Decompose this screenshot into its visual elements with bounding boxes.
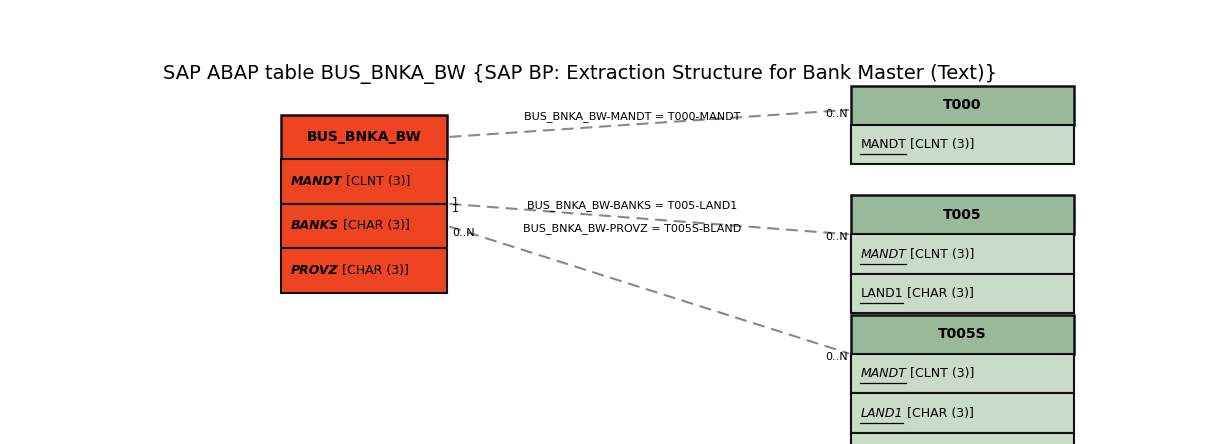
Text: MANDT: MANDT: [860, 248, 906, 261]
FancyBboxPatch shape: [282, 248, 447, 293]
Text: MANDT: MANDT: [860, 367, 906, 381]
Text: SAP ABAP table BUS_BNKA_BW {SAP BP: Extraction Structure for Bank Master (Text)}: SAP ABAP table BUS_BNKA_BW {SAP BP: Extr…: [163, 63, 997, 83]
Text: 0..N: 0..N: [452, 228, 475, 238]
FancyBboxPatch shape: [851, 125, 1074, 164]
FancyBboxPatch shape: [851, 195, 1074, 234]
Text: 0..N: 0..N: [826, 352, 848, 362]
Text: BANKS: BANKS: [290, 219, 339, 232]
Text: BUS_BNKA_BW-PROVZ = T005S-BLAND: BUS_BNKA_BW-PROVZ = T005S-BLAND: [523, 223, 741, 234]
FancyBboxPatch shape: [851, 234, 1074, 274]
Text: T005S: T005S: [938, 328, 987, 341]
Text: LAND1: LAND1: [860, 407, 903, 420]
FancyBboxPatch shape: [851, 315, 1074, 354]
FancyBboxPatch shape: [851, 274, 1074, 313]
Text: LAND1: LAND1: [860, 287, 903, 300]
Text: 0..N: 0..N: [826, 232, 848, 242]
Text: MANDT: MANDT: [860, 138, 906, 151]
Text: [CHAR (3)]: [CHAR (3)]: [338, 264, 409, 277]
Text: [CHAR (3)]: [CHAR (3)]: [903, 287, 974, 300]
Text: BUS_BNKA_BW-BANKS = T005-LAND1: BUS_BNKA_BW-BANKS = T005-LAND1: [528, 200, 737, 211]
FancyBboxPatch shape: [282, 159, 447, 204]
Text: [CLNT (3)]: [CLNT (3)]: [906, 248, 975, 261]
Text: T005: T005: [943, 208, 981, 222]
FancyBboxPatch shape: [851, 86, 1074, 125]
Text: [CLNT (3)]: [CLNT (3)]: [342, 175, 410, 188]
Text: PROVZ: PROVZ: [290, 264, 338, 277]
FancyBboxPatch shape: [282, 115, 447, 159]
Text: T000: T000: [943, 99, 981, 112]
FancyBboxPatch shape: [851, 354, 1074, 393]
Text: [CLNT (3)]: [CLNT (3)]: [906, 138, 975, 151]
Text: 0..N: 0..N: [826, 109, 848, 119]
Text: BUS_BNKA_BW: BUS_BNKA_BW: [307, 130, 421, 144]
Text: 1: 1: [452, 197, 459, 207]
FancyBboxPatch shape: [282, 204, 447, 248]
Text: MANDT: MANDT: [290, 175, 342, 188]
FancyBboxPatch shape: [851, 433, 1074, 444]
Text: 1: 1: [452, 204, 459, 214]
Text: [CHAR (3)]: [CHAR (3)]: [339, 219, 410, 232]
FancyBboxPatch shape: [851, 393, 1074, 433]
Text: [CHAR (3)]: [CHAR (3)]: [903, 407, 974, 420]
Text: [CLNT (3)]: [CLNT (3)]: [906, 367, 975, 381]
Text: BUS_BNKA_BW-MANDT = T000-MANDT: BUS_BNKA_BW-MANDT = T000-MANDT: [524, 111, 741, 122]
